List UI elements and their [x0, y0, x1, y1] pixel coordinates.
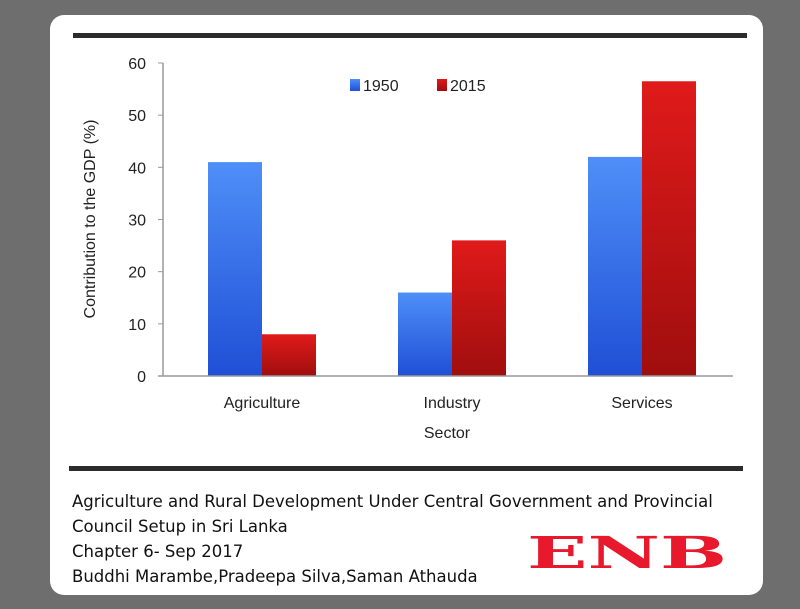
x-tick-label: Agriculture — [224, 395, 301, 412]
y-tick-label: 30 — [128, 213, 146, 230]
x-tick-label: Services — [611, 395, 672, 412]
y-tick-label: 0 — [137, 369, 146, 386]
y-tick-label: 20 — [128, 265, 146, 282]
bar-services-1950 — [588, 156, 642, 376]
y-axis-label: Contribution to the GDP (%) — [82, 120, 99, 319]
bottom-divider — [69, 466, 743, 471]
bar-industry-2015 — [452, 240, 506, 376]
bar-services-2015 — [642, 81, 696, 376]
legend-swatch-1950 — [350, 79, 360, 91]
bar-industry-1950 — [398, 292, 452, 376]
bar-agriculture-2015 — [262, 334, 316, 376]
x-axis-label: Sector — [424, 425, 471, 442]
legend-label-2015: 2015 — [450, 78, 486, 95]
y-tick-label: 50 — [128, 108, 146, 125]
legend-label-1950: 1950 — [363, 78, 399, 95]
x-tick-label: Industry — [424, 395, 481, 412]
caption-line-2: Council Setup in Sri Lanka — [72, 517, 288, 536]
enb-logo: ENB — [527, 535, 727, 573]
legend-swatch-2015 — [437, 79, 447, 91]
caption-line-3: Chapter 6- Sep 2017 — [72, 542, 244, 561]
caption-line-1: Agriculture and Rural Development Under … — [72, 492, 713, 511]
y-tick-label: 40 — [128, 160, 146, 177]
bar-chart: 0 10 20 30 40 50 60 Agriculture Industry Service… — [82, 56, 733, 442]
bar-agriculture-1950 — [208, 162, 262, 376]
svg-text:ENB: ENB — [527, 535, 727, 573]
caption-line-4: Buddhi Marambe,Pradeepa Silva,Saman Atha… — [72, 567, 478, 586]
y-tick-label: 10 — [128, 317, 146, 334]
top-divider — [73, 33, 747, 38]
y-tick-label: 60 — [128, 56, 146, 73]
legend: 1950 2015 — [350, 78, 486, 95]
